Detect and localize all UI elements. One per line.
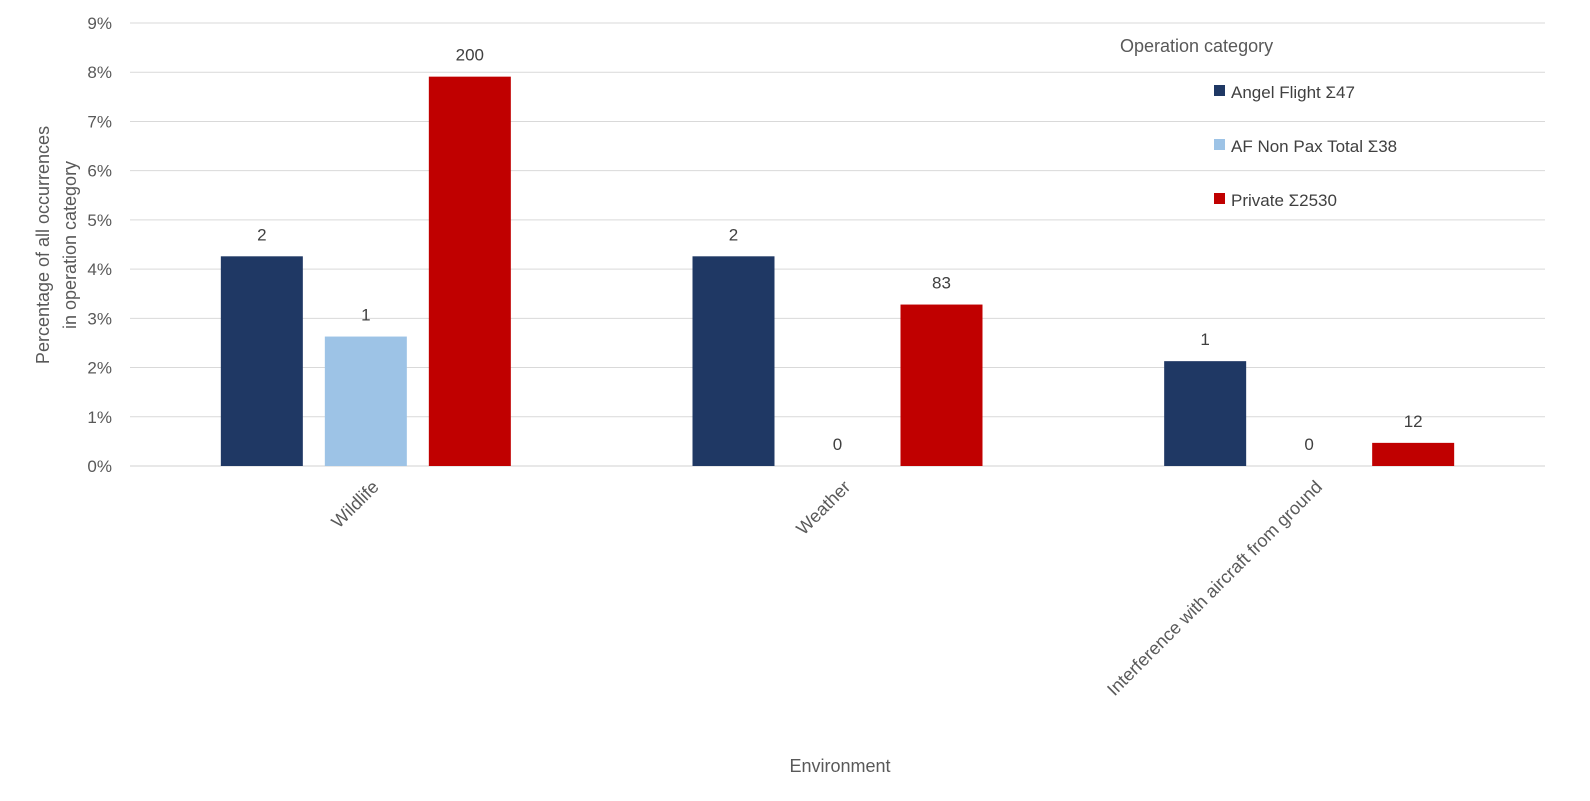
y-tick-label: 2%: [87, 359, 112, 378]
y-tick-labels: 0% 1% 2% 3% 4% 5% 6% 7% 8% 9%: [87, 14, 112, 476]
legend-items: Angel Flight Σ47 AF Non Pax Total Σ38 Priv…: [1214, 83, 1397, 210]
x-category-label: Wildlife: [327, 477, 382, 532]
x-category-label: Weather: [792, 477, 854, 539]
data-labels: 2 1 200 2 0 83 1 0 12: [257, 46, 1423, 454]
data-label: 83: [932, 274, 951, 293]
data-label: 2: [729, 225, 738, 244]
bar: [220, 256, 303, 466]
legend: Operation category Angel Flight Σ47 AF No…: [1120, 36, 1397, 210]
y-tick-label: 0%: [87, 457, 112, 476]
bars: [220, 76, 1455, 466]
y-tick-label: 1%: [87, 408, 112, 427]
bar: [324, 336, 407, 466]
y-tick-label: 7%: [87, 112, 112, 131]
bar: [692, 256, 775, 466]
data-label: 2: [257, 225, 266, 244]
y-tick-label: 5%: [87, 211, 112, 230]
x-axis-title: Environment: [789, 756, 890, 776]
legend-label: Angel Flight Σ47: [1231, 83, 1355, 102]
bar: [900, 304, 983, 466]
legend-swatch: [1214, 85, 1225, 96]
bar: [1164, 361, 1247, 466]
y-axis-title-line-1: Percentage of all occurrences: [33, 126, 53, 364]
legend-label: AF Non Pax Total Σ38: [1231, 137, 1397, 156]
legend-swatch: [1214, 193, 1225, 204]
data-label: 12: [1404, 412, 1423, 431]
y-tick-label: 8%: [87, 63, 112, 82]
legend-swatch: [1214, 139, 1225, 150]
y-tick-label: 4%: [87, 260, 112, 279]
bar: [428, 76, 511, 466]
y-tick-label: 9%: [87, 14, 112, 33]
y-axis-title: Percentage of all occurrences in operati…: [33, 126, 80, 364]
data-label: 200: [456, 46, 484, 65]
legend-label: Private Σ2530: [1231, 191, 1337, 210]
legend-title: Operation category: [1120, 36, 1273, 56]
y-tick-label: 6%: [87, 162, 112, 181]
bar: [1372, 442, 1455, 466]
data-label: 0: [1304, 435, 1313, 454]
data-label: 1: [1200, 330, 1209, 349]
data-label: 1: [361, 306, 370, 325]
x-category-label: Interference with aircraft from ground: [1103, 477, 1326, 700]
data-label: 0: [833, 435, 842, 454]
x-category-labels: Wildlife Weather Interference with aircraf…: [327, 477, 1325, 700]
y-axis-title-line-2: in operation category: [60, 161, 80, 329]
y-tick-label: 3%: [87, 309, 112, 328]
